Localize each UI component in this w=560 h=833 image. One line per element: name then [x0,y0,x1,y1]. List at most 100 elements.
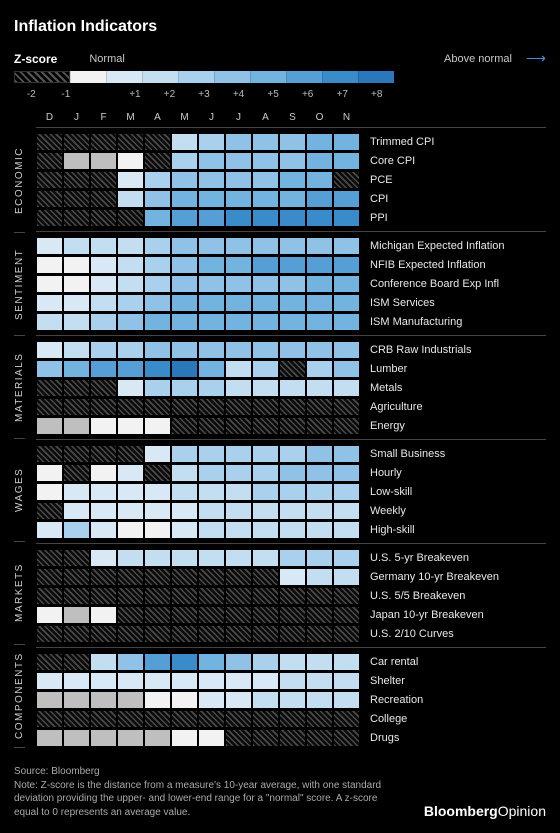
heatmap-cell [144,672,171,690]
heatmap-cell [306,360,333,378]
heatmap-cell [117,587,144,605]
heatmap-cell [279,464,306,482]
heatmap-cell [63,587,90,605]
heatmap-cell [63,417,90,435]
heatmap-cell [117,341,144,359]
heatmap-cell [36,729,63,747]
row-label: High-skill [360,524,415,536]
heatmap-cell [306,483,333,501]
heatmap-cell [306,133,333,151]
heatmap-cell [63,606,90,624]
heatmap-cell [117,360,144,378]
chart-title: Inflation Indicators [14,18,546,36]
heatmap-cell [63,521,90,539]
brand-bold: Bloomberg [424,803,498,819]
heatmap-row: CRB Raw Industrials [36,340,546,359]
heatmap-cell [90,729,117,747]
heatmap-cell [117,483,144,501]
heatmap-cell [144,341,171,359]
heatmap-cell [144,464,171,482]
heatmap-cell [63,360,90,378]
heatmap-cell [171,379,198,397]
heatmap-cell [144,445,171,463]
heatmap-cell [36,625,63,643]
heatmap-cell [279,209,306,227]
heatmap-cell [171,464,198,482]
heatmap-cells [36,417,360,435]
heatmap-cells [36,237,360,255]
heatmap-row: Weekly [36,501,546,520]
heatmap-cell [306,691,333,709]
heatmap-group: U.S. 5-yr BreakevenGermany 10-yr Breakev… [36,543,546,647]
heatmap-cell [144,625,171,643]
heatmap-row: Energy [36,416,546,435]
heatmap-cell [306,209,333,227]
heatmap-cell [171,672,198,690]
heatmap-cell [90,379,117,397]
heatmap-row: Drugs [36,728,546,747]
heatmap-cell [117,417,144,435]
heatmap-cell [63,672,90,690]
heatmap-cell [63,256,90,274]
heatmap-cell [306,152,333,170]
heatmap-cell [198,568,225,586]
heatmap-cell [225,294,252,312]
heatmap-cell [90,190,117,208]
legend-tick [83,89,118,100]
heatmap-cell [144,275,171,293]
heatmap-cell [333,294,360,312]
heatmap-row: Metals [36,378,546,397]
row-label: Shelter [360,675,405,687]
heatmap-cell [198,209,225,227]
heatmap-cell [333,691,360,709]
grid-column: DJFMAMJJASON Trimmed CPICore CPIPCECPIPP… [36,112,546,751]
heatmap-cell [117,190,144,208]
row-label: Metals [360,382,402,394]
legend-tick: +4 [221,89,256,100]
row-label: Hourly [360,467,402,479]
legend-scale [14,71,394,83]
heatmap-cell [198,483,225,501]
month-label: A [252,112,279,123]
legend-header: Z-score Normal Above normal ⟶ [14,50,546,67]
heatmap-cell [279,237,306,255]
heatmap-cell [144,237,171,255]
heatmap-cell [63,568,90,586]
heatmap-cell [252,190,279,208]
brand: BloombergOpinion [424,803,546,819]
heatmap-cell [225,549,252,567]
heatmap-cell [90,587,117,605]
legend-z-label: Z-score [14,52,57,66]
heatmap-cell [279,152,306,170]
heatmap-cell [144,190,171,208]
heatmap-cell [36,275,63,293]
heatmap-cell [306,237,333,255]
heatmap-cell [36,672,63,690]
heatmap-cell [171,483,198,501]
heatmap-cell [144,313,171,331]
heatmap-cell [225,398,252,416]
heatmap-cell [90,549,117,567]
heatmap-cell [198,729,225,747]
heatmap-cell [225,710,252,728]
heatmap-cell [36,398,63,416]
heatmap-cell [279,190,306,208]
heatmap-cell [252,171,279,189]
heatmap-cell [279,360,306,378]
heatmap-cell [252,729,279,747]
heatmap-cell [90,653,117,671]
heatmap-cell [252,691,279,709]
heatmap-cell [36,152,63,170]
row-label: Drugs [360,732,399,744]
heatmap-cell [117,445,144,463]
heatmap-cell [333,341,360,359]
heatmap-cell [90,152,117,170]
heatmap-cell [171,133,198,151]
heatmap-cell [252,521,279,539]
heatmap-cell [171,256,198,274]
category-label: MARKETS [14,542,25,645]
heatmap-cell [333,237,360,255]
heatmap-cell [279,398,306,416]
heatmap-cell [117,625,144,643]
heatmap-cell [63,710,90,728]
